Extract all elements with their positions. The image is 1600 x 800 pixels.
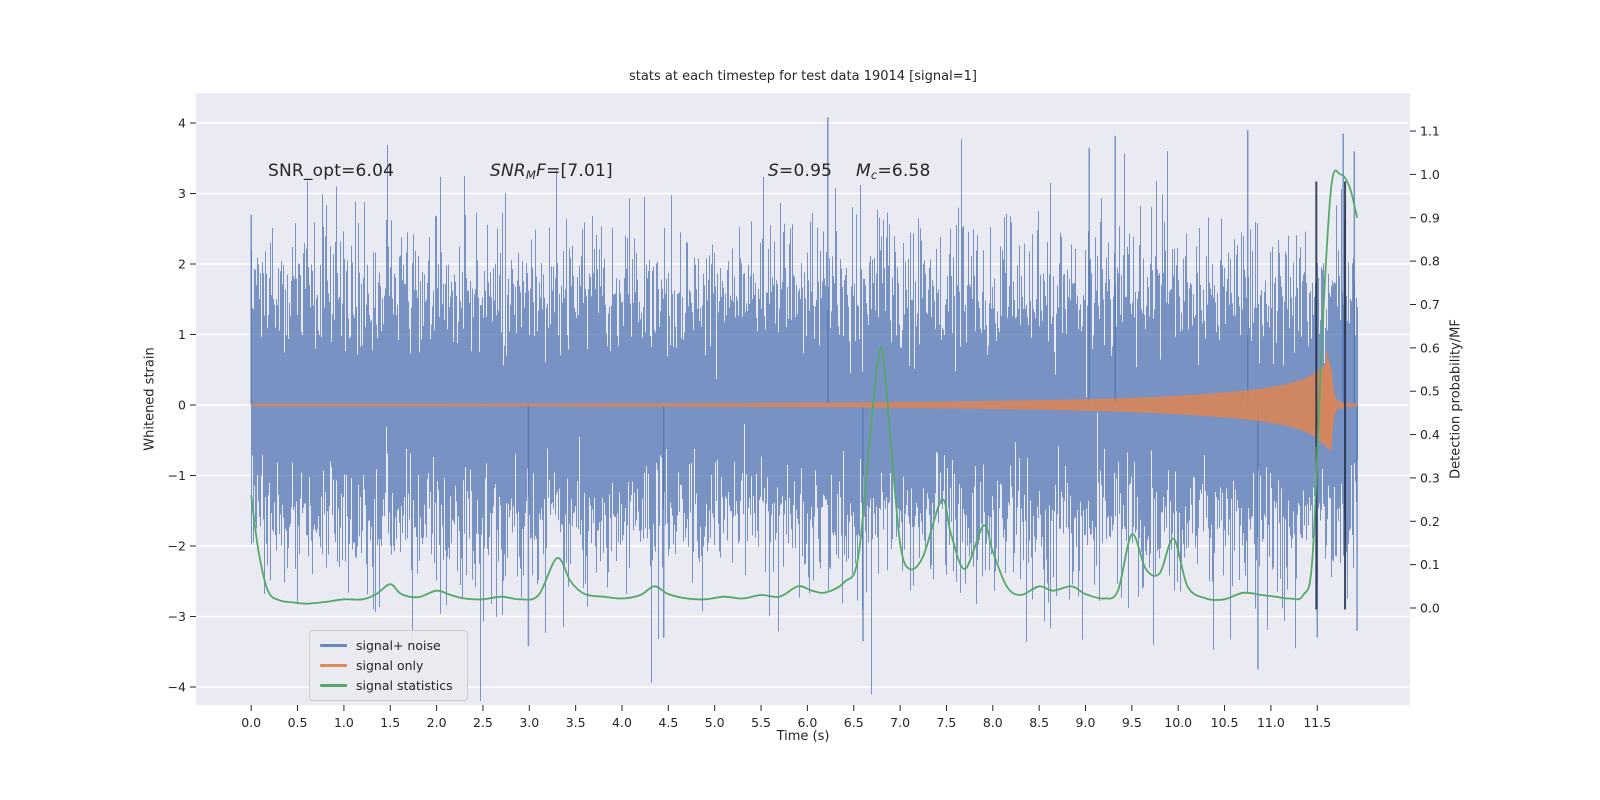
x-tick-label: 3.0 — [519, 715, 539, 730]
legend-item-signal-only: signal only — [320, 657, 453, 673]
annotation-segment: M — [856, 161, 871, 181]
x-tick-label: 10.0 — [1164, 715, 1192, 730]
annotation-segment: =6.58 — [877, 161, 931, 181]
x-tick-label: 10.5 — [1211, 715, 1239, 730]
legend-label: signal+ noise — [356, 638, 441, 653]
left-tick-label: −4 — [168, 680, 186, 695]
legend: signal+ noise signal only signal statist… — [309, 630, 468, 702]
annotation-text: SNR_opt=6.04 — [268, 161, 394, 181]
x-tick-label: 6.0 — [797, 715, 817, 730]
right-tick-label: 0.0 — [1420, 601, 1440, 616]
axis-ticks: −4 −3 −2 −1 0 1 2 3 4 0.0 0.1 0.2 0.3 0.4 0.5 0.6 0.7 0.8… — [168, 116, 1440, 731]
x-tick-label: 9.0 — [1076, 715, 1096, 730]
x-tick-label: 3.5 — [566, 715, 586, 730]
right-tick-label: 0.5 — [1420, 384, 1440, 399]
annotation-segment: =0.95 — [779, 161, 833, 181]
x-tick-label: 5.0 — [705, 715, 725, 730]
x-tick-label: 0.0 — [241, 715, 261, 730]
x-tick-label: 7.0 — [890, 715, 910, 730]
x-tick-label: 8.5 — [1029, 715, 1049, 730]
annotation-segment: F — [536, 161, 547, 181]
legend-item-signal-statistics: signal statistics — [320, 677, 453, 693]
x-tick-label: 0.5 — [288, 715, 308, 730]
right-tick-label: 0.4 — [1420, 427, 1440, 442]
right-tick-label: 0.9 — [1420, 210, 1440, 225]
legend-swatch-signal-noise — [320, 644, 347, 648]
left-axis-label: Whitened strain — [142, 347, 158, 451]
x-axis-label: Time (s) — [776, 729, 830, 744]
left-tick-label: 2 — [178, 257, 186, 272]
signal-series — [251, 359, 1358, 451]
left-tick-label: −3 — [168, 609, 186, 624]
annotation-segment: SNR_opt=6.04 — [268, 161, 395, 181]
right-tick-label: 1.1 — [1420, 124, 1440, 139]
left-tick-label: −2 — [168, 539, 186, 554]
left-tick-label: 4 — [178, 116, 186, 131]
annotation-segment: S — [768, 161, 779, 181]
annotation-text: SNRMF=[7.01] — [490, 161, 613, 182]
x-tick-label: 5.5 — [751, 715, 771, 730]
annotation-text: S=0.95 — [768, 161, 832, 181]
x-tick-label: 11.0 — [1257, 715, 1285, 730]
right-axis-label: Detection probability/MF — [1448, 319, 1464, 479]
x-tick-label: 1.5 — [380, 715, 400, 730]
x-tick-label: 4.0 — [612, 715, 632, 730]
x-tick-label: 9.5 — [1122, 715, 1142, 730]
annotation-segment: SNR — [490, 161, 526, 181]
chart-title: stats at each timestep for test data 190… — [629, 69, 977, 84]
left-tick-label: 1 — [178, 327, 186, 342]
left-tick-label: 0 — [178, 398, 186, 413]
annotation-segment: =[7.01] — [546, 161, 613, 181]
right-tick-label: 0.2 — [1420, 514, 1440, 529]
x-tick-label: 4.5 — [658, 715, 678, 730]
x-tick-label: 2.5 — [473, 715, 493, 730]
annotation-segment: M — [525, 168, 537, 182]
right-tick-label: 0.8 — [1420, 254, 1440, 269]
left-tick-label: 3 — [178, 186, 186, 201]
right-tick-label: 0.1 — [1420, 557, 1440, 572]
x-tick-label: 1.0 — [334, 715, 354, 730]
annotation-text: Mc=6.58 — [856, 161, 931, 182]
legend-swatch-signal-statistics — [320, 683, 347, 687]
x-tick-label: 2.0 — [427, 715, 447, 730]
legend-label: signal only — [356, 657, 424, 673]
x-tick-label: 7.5 — [937, 715, 957, 730]
legend-item-signal-noise: signal+ noise — [320, 639, 453, 653]
annotation-segment: c — [870, 168, 878, 182]
left-tick-label: −1 — [168, 468, 186, 483]
right-tick-label: 0.6 — [1420, 340, 1440, 355]
right-tick-label: 1.0 — [1420, 167, 1440, 182]
right-tick-label: 0.3 — [1420, 470, 1440, 485]
x-tick-label: 8.0 — [983, 715, 1003, 730]
legend-swatch-signal-only — [320, 664, 347, 668]
right-tick-label: 0.7 — [1420, 297, 1440, 312]
x-tick-label: 6.5 — [844, 715, 864, 730]
legend-label: signal statistics — [356, 677, 453, 693]
stats-series — [250, 169, 1358, 605]
x-tick-label: 11.5 — [1303, 715, 1331, 730]
